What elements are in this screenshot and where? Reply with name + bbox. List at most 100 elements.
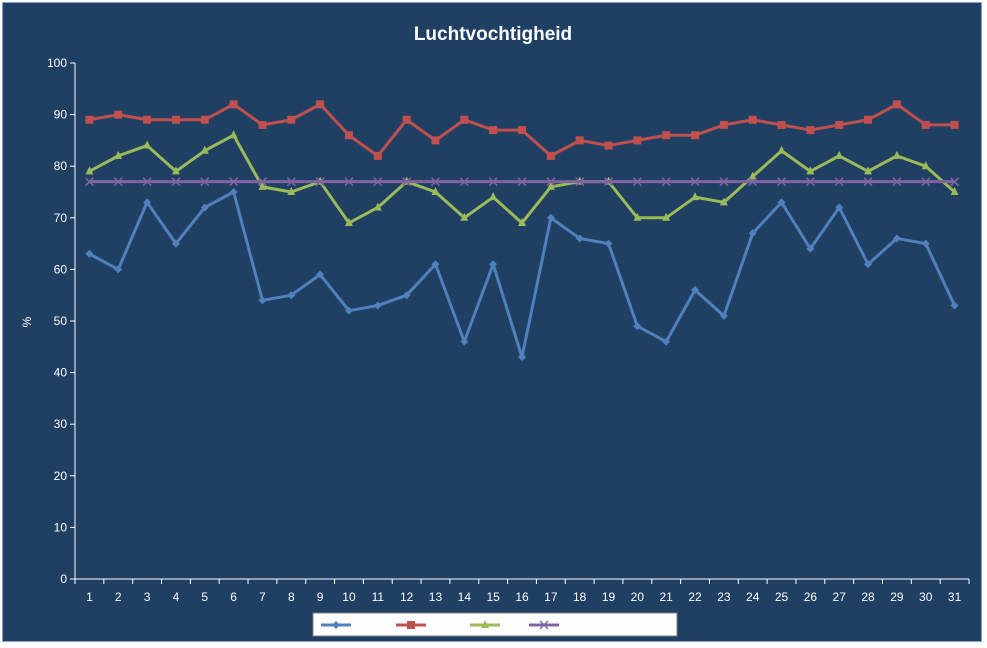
data-point-gem [229, 130, 238, 139]
x-tick-label: 19 [602, 590, 616, 604]
data-point-max [518, 126, 526, 135]
data-point-gem [143, 140, 152, 149]
data-point-maand-gemiddelde [171, 177, 181, 187]
series-gem [85, 130, 959, 226]
series-maand-gemiddelde [84, 177, 960, 187]
y-tick-label: 30 [54, 417, 68, 431]
legend-marker [539, 620, 549, 630]
data-point-gem [518, 217, 526, 226]
data-point-max [604, 141, 613, 150]
data-point-min [229, 188, 238, 196]
legend-label: max [430, 620, 451, 632]
data-point-max [950, 120, 959, 129]
y-tick-label: 80 [54, 159, 68, 173]
data-point-maand-gemiddelde [315, 177, 325, 187]
data-point-gem [950, 187, 959, 195]
data-point-gem [431, 187, 440, 195]
y-tick-label: 90 [54, 108, 68, 122]
legend-item-min: min [321, 620, 373, 632]
y-tick-label: 50 [54, 314, 68, 328]
data-point-min [431, 260, 440, 269]
x-tick-label: 22 [688, 590, 702, 604]
data-point-maand-gemiddelde [373, 177, 383, 187]
data-point-max [892, 100, 901, 109]
y-tick-label: 40 [54, 366, 68, 380]
data-point-gem [171, 166, 180, 175]
data-point-maand-gemiddelde [229, 177, 239, 187]
x-tick-label: 9 [317, 590, 324, 604]
x-tick-label: 28 [861, 590, 875, 604]
data-point-min [604, 239, 613, 248]
x-tick-label: 2 [115, 590, 122, 604]
x-tick-label: 17 [544, 590, 558, 604]
data-point-gem [200, 145, 209, 154]
data-point-maand-gemiddelde [661, 177, 671, 187]
y-axis-label: % [20, 316, 34, 327]
data-point-maand-gemiddelde [805, 177, 815, 187]
data-point-max [662, 131, 671, 140]
y-ticks: 0 10 20 30 40 50 60 70 80 90 100 [47, 56, 75, 586]
data-point-max [806, 126, 815, 135]
data-point-maand-gemiddelde [488, 177, 498, 187]
data-point-max [777, 120, 786, 129]
data-point-maand-gemiddelde [546, 177, 556, 187]
data-point-maand-gemiddelde [430, 177, 441, 187]
y-tick-label: 10 [54, 520, 68, 534]
data-point-gem [258, 181, 267, 190]
series-line-min [88, 190, 956, 359]
data-point-maand-gemiddelde [690, 177, 700, 187]
data-point-maand-gemiddelde [748, 177, 758, 187]
x-tick-label: 6 [230, 590, 237, 604]
data-point-max [229, 100, 238, 109]
data-point-min [633, 322, 642, 331]
data-point-min [518, 353, 526, 362]
line-chart: Luchtvochtigheid % 0 10 20 30 40 50 60 70 80 90 10… [20, 24, 970, 637]
data-point-min [719, 311, 728, 320]
data-point-maand-gemiddelde [575, 177, 585, 187]
data-point-gem [373, 202, 382, 211]
legend-marker [332, 621, 340, 629]
data-point-maand-gemiddelde [719, 177, 729, 187]
x-ticks: 1 2 3 4 5 6 7 8 9 10 11 12 13 14 15 16 17 18 19 20 21 22 23 24 2… [74, 579, 970, 604]
data-point-max [200, 115, 209, 124]
legend-label: maand gemiddelde [563, 620, 657, 632]
data-point-max [921, 120, 930, 129]
data-point-max [633, 136, 642, 145]
data-point-min [575, 234, 584, 243]
data-point-maand-gemiddelde [921, 177, 931, 187]
series-min [85, 188, 959, 362]
data-point-max [546, 151, 555, 160]
data-point-max [460, 115, 469, 124]
legend-label: min [355, 620, 373, 632]
data-point-gem [748, 171, 757, 180]
data-point-max [719, 120, 728, 129]
data-point-max [691, 131, 700, 140]
data-point-gem [892, 150, 901, 159]
data-point-max [143, 115, 152, 124]
data-point-min [777, 198, 786, 207]
data-point-min [864, 260, 873, 269]
data-point-maand-gemiddelde [632, 177, 642, 187]
x-tick-label: 20 [631, 590, 645, 604]
data-point-min [171, 239, 180, 248]
data-point-min [143, 198, 152, 207]
data-point-max [287, 115, 296, 124]
data-point-gem [85, 166, 94, 175]
data-point-min [691, 286, 700, 295]
x-tick-label: 10 [342, 590, 356, 604]
x-tick-label: 1 [86, 590, 93, 604]
x-tick-label: 27 [833, 590, 847, 604]
data-point-min [748, 229, 757, 238]
x-tick-label: 8 [288, 590, 295, 604]
data-point-maand-gemiddelde [200, 177, 210, 187]
x-tick-label: 13 [429, 590, 443, 604]
data-point-maand-gemiddelde [142, 177, 152, 187]
data-point-maand-gemiddelde [892, 177, 902, 187]
data-point-max [85, 115, 94, 124]
data-point-gem [114, 150, 123, 159]
y-tick-label: 100 [47, 56, 67, 70]
data-point-maand-gemiddelde [950, 177, 960, 187]
data-point-maand-gemiddelde [84, 177, 94, 187]
data-point-min [85, 249, 94, 258]
